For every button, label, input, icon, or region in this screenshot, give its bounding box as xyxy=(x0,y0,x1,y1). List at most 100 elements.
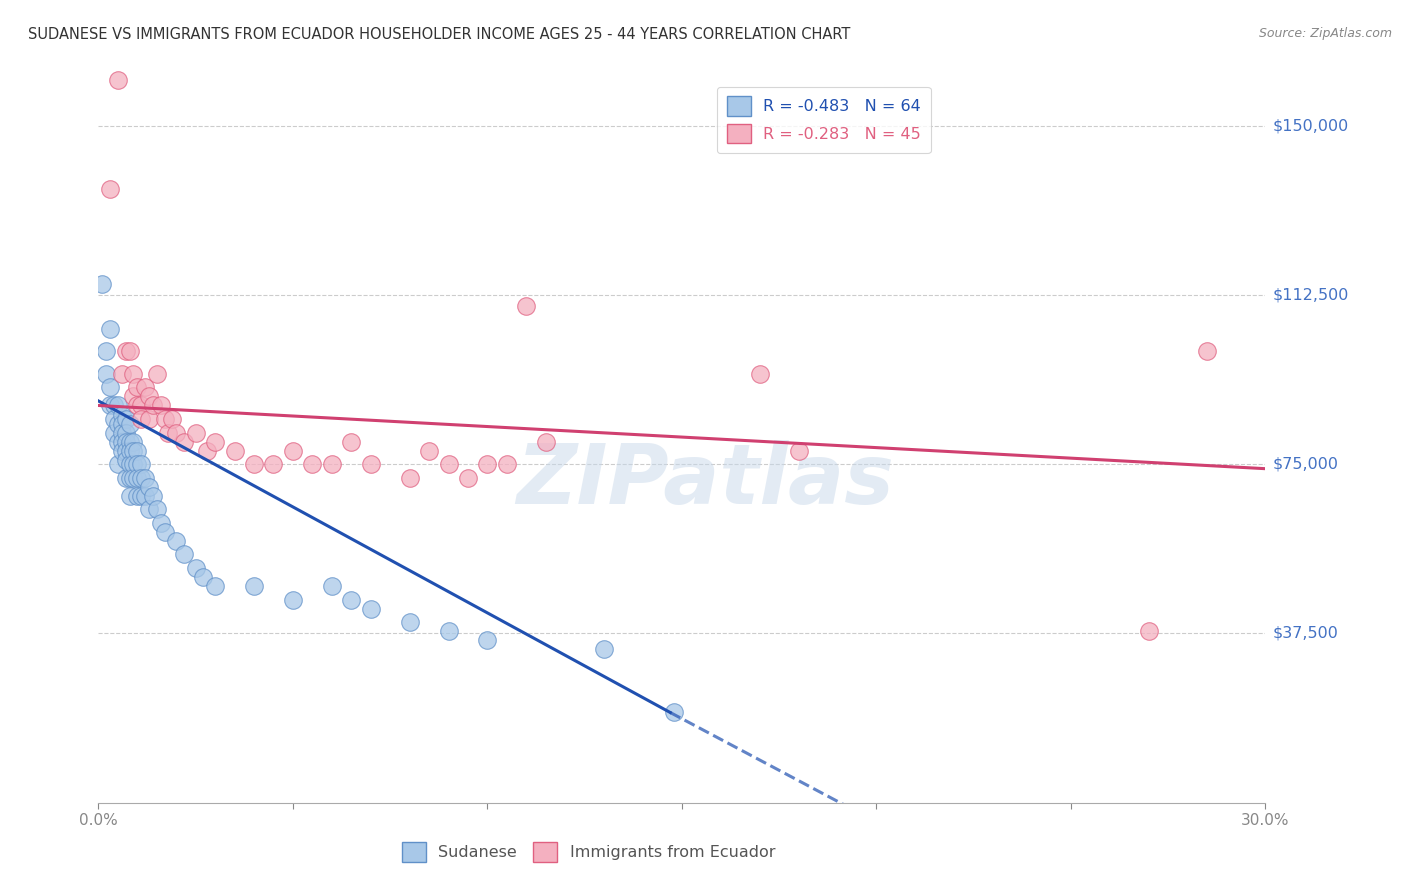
Point xyxy=(114,425,136,440)
Point xyxy=(149,516,172,530)
Point xyxy=(127,380,149,394)
Point xyxy=(162,412,184,426)
Point xyxy=(96,367,118,381)
Point xyxy=(111,443,134,458)
Point xyxy=(129,399,152,413)
Point xyxy=(103,399,125,413)
Point xyxy=(477,457,499,471)
Point xyxy=(138,389,160,403)
Point xyxy=(224,443,246,458)
Point xyxy=(243,579,266,593)
Point xyxy=(495,457,517,471)
Point xyxy=(515,299,537,313)
Point xyxy=(127,399,149,413)
Point xyxy=(138,502,160,516)
Point xyxy=(262,457,284,471)
Point xyxy=(149,399,172,413)
Point xyxy=(184,425,207,440)
Point xyxy=(98,399,121,413)
Point xyxy=(122,389,145,403)
Point xyxy=(146,502,169,516)
Point xyxy=(111,367,134,381)
Point xyxy=(243,457,266,471)
Point xyxy=(96,344,118,359)
Point xyxy=(1195,344,1218,359)
Point xyxy=(184,561,207,575)
Point xyxy=(129,412,152,426)
Point xyxy=(748,367,770,381)
Point xyxy=(173,434,195,449)
Point xyxy=(457,471,479,485)
Point xyxy=(134,471,156,485)
Point xyxy=(165,533,187,548)
Point xyxy=(534,434,557,449)
Point xyxy=(98,380,121,394)
Point xyxy=(127,457,149,471)
Point xyxy=(122,457,145,471)
Point xyxy=(118,344,141,359)
Point xyxy=(114,344,136,359)
Point xyxy=(107,434,129,449)
Point xyxy=(129,457,152,471)
Point xyxy=(118,489,141,503)
Point xyxy=(321,579,343,593)
Text: ZIPatlas: ZIPatlas xyxy=(516,441,894,522)
Point xyxy=(360,457,382,471)
Point xyxy=(98,322,121,336)
Point xyxy=(127,443,149,458)
Point xyxy=(122,471,145,485)
Point xyxy=(195,443,218,458)
Point xyxy=(107,417,129,431)
Point xyxy=(204,579,226,593)
Point xyxy=(98,182,121,196)
Point xyxy=(173,548,195,562)
Point xyxy=(360,601,382,615)
Point xyxy=(153,524,176,539)
Point xyxy=(118,417,141,431)
Point xyxy=(129,489,152,503)
Point xyxy=(111,434,134,449)
Point xyxy=(118,434,141,449)
Point xyxy=(91,277,114,291)
Legend: Sudanese, Immigrants from Ecuador: Sudanese, Immigrants from Ecuador xyxy=(395,836,782,868)
Point xyxy=(114,471,136,485)
Point xyxy=(103,412,125,426)
Point xyxy=(593,642,616,657)
Point xyxy=(138,412,160,426)
Point xyxy=(118,443,141,458)
Point xyxy=(204,434,226,449)
Point xyxy=(193,570,215,584)
Point xyxy=(111,425,134,440)
Point xyxy=(122,367,145,381)
Point xyxy=(153,412,176,426)
Point xyxy=(107,457,129,471)
Point xyxy=(1137,624,1160,639)
Point xyxy=(142,399,165,413)
Point xyxy=(129,471,152,485)
Point xyxy=(398,615,420,630)
Point xyxy=(142,489,165,503)
Point xyxy=(103,425,125,440)
Text: $37,500: $37,500 xyxy=(1272,626,1339,641)
Point xyxy=(111,417,134,431)
Point xyxy=(301,457,323,471)
Point xyxy=(111,408,134,422)
Text: $75,000: $75,000 xyxy=(1272,457,1339,472)
Point xyxy=(127,489,149,503)
Point xyxy=(114,443,136,458)
Text: Source: ZipAtlas.com: Source: ZipAtlas.com xyxy=(1258,27,1392,40)
Point xyxy=(281,592,304,607)
Point xyxy=(146,367,169,381)
Point xyxy=(340,434,363,449)
Point xyxy=(321,457,343,471)
Point xyxy=(107,73,129,87)
Point xyxy=(114,412,136,426)
Point xyxy=(418,443,440,458)
Point xyxy=(118,471,141,485)
Point xyxy=(157,425,180,440)
Text: SUDANESE VS IMMIGRANTS FROM ECUADOR HOUSEHOLDER INCOME AGES 25 - 44 YEARS CORREL: SUDANESE VS IMMIGRANTS FROM ECUADOR HOUS… xyxy=(28,27,851,42)
Point xyxy=(114,434,136,449)
Point xyxy=(127,471,149,485)
Text: $150,000: $150,000 xyxy=(1272,118,1348,133)
Point xyxy=(134,380,156,394)
